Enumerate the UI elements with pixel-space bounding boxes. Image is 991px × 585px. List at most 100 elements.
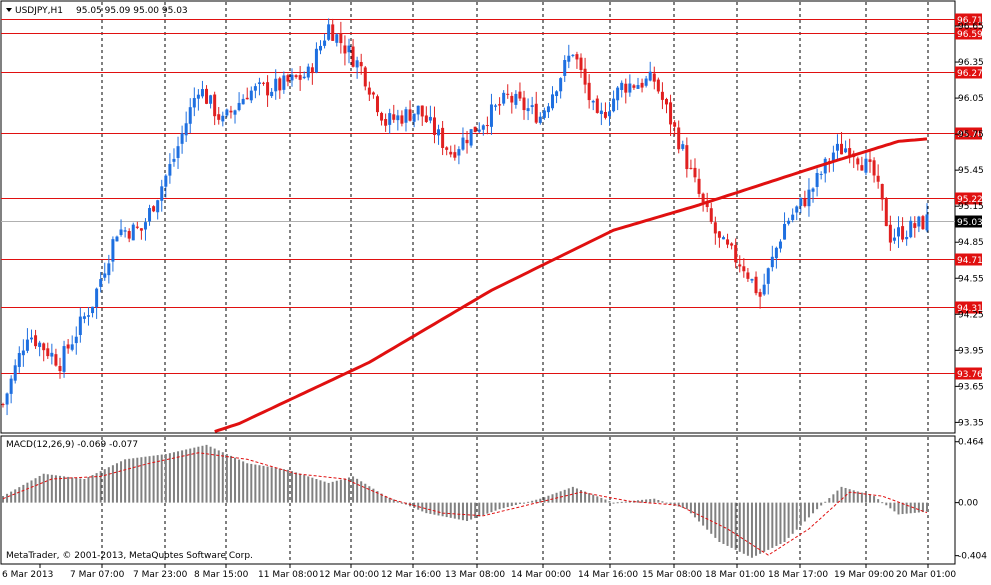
candle-body [176,146,180,158]
candle-body [481,125,485,130]
macd-histogram-bar [38,475,41,503]
candle-body [367,87,371,95]
price-tick-label: 96.35 [958,58,984,68]
macd-histogram-bar [580,490,583,503]
candle-body [270,91,274,97]
macd-histogram-bar [307,476,310,503]
macd-histogram-bar [636,500,639,503]
candle-body [343,45,347,54]
candle-body [453,152,457,158]
candle-body [697,178,701,194]
candle-body [290,74,294,81]
macd-histogram-bar [262,465,265,503]
candle-body [774,247,778,259]
macd-histogram-bar [311,477,314,503]
candle-body [262,82,266,84]
candle-body [298,75,302,80]
macd-histogram-bar [335,480,338,503]
price-tick-label: 95.75 [958,130,984,140]
macd-histogram-bar [551,494,554,503]
candle-body [616,87,620,101]
candle-body [551,94,555,109]
macd-histogram-bar [710,502,713,534]
macd-histogram-bar [327,482,330,503]
candle-body [213,94,217,117]
macd-histogram-bar [779,502,782,544]
macd-histogram-bar [620,501,623,503]
candle-body [99,279,103,287]
macd-histogram-bar [185,449,188,503]
candle-body [913,223,917,228]
macd-histogram-bar [852,490,855,503]
dropdown-triangle-icon[interactable] [6,8,12,12]
candle-body [54,354,58,366]
macd-histogram-bar [364,483,367,503]
candle-body [888,224,892,243]
price-tick-label: 95.45 [958,166,984,176]
candle-body [408,109,412,121]
macd-histogram-bar [433,502,436,515]
macd-histogram-bar [539,498,542,503]
macd-histogram-bar [669,502,672,504]
candle-body [115,236,119,242]
copyright-label: MetaTrader, © 2001-2013, MetaQuotes Soft… [6,551,253,561]
candle-body [278,78,282,91]
candle-body [86,315,90,317]
candle-body [620,82,624,90]
macd-histogram-bar [535,499,538,503]
candle-body [294,75,298,78]
macd-histogram-bar [567,488,570,503]
candle-body [355,60,359,68]
candle-body [192,98,196,108]
macd-histogram-bar [120,461,123,503]
macd-histogram-bar [864,493,867,503]
macd-histogram-bar [87,477,90,503]
time-label: 14 Mar 00:00 [511,570,571,580]
macd-histogram-bar [575,488,578,503]
time-label: 13 Mar 08:00 [445,570,505,580]
macd-histogram-bar [584,491,587,503]
macd-histogram-bar [152,455,155,503]
candle-body [815,173,819,187]
macd-histogram-bar [616,502,619,504]
macd-histogram-bar [921,502,924,513]
candle-body [734,245,738,263]
macd-histogram-bar [685,502,688,510]
candle-body [135,226,139,228]
candle-body [437,129,441,136]
macd-histogram-bar [34,478,37,503]
candle-body [689,167,693,169]
candle-body [795,206,799,213]
level-tag-label: 94.71 [957,256,983,266]
macd-histogram-bar [388,497,391,503]
macd-histogram-bar [160,454,163,503]
candle-body [274,78,278,92]
candle-body [327,24,331,40]
macd-histogram-bar [869,494,872,503]
candle-body [257,82,261,84]
moving-average-line [214,137,928,433]
macd-histogram-bar [718,502,721,542]
macd-histogram-bar [356,478,359,503]
macd-histogram-bar [604,499,607,503]
macd-histogram-bar [791,502,794,534]
macd-histogram-bar [750,502,753,558]
candle-body [856,158,860,165]
candle-body [799,197,803,206]
macd-histogram-bar [498,502,501,510]
candle-body [217,114,221,120]
candle-body [766,268,770,284]
candle-body [599,110,603,115]
candle-body [567,55,571,62]
candle-body [306,66,310,78]
macd-histogram-bar [527,501,530,503]
macd-histogram-bar [400,502,403,504]
macd-histogram-bar [917,502,920,513]
candle-body [864,158,868,173]
macd-histogram-bar [897,502,900,515]
candle-body [632,85,636,88]
candle-body [237,102,241,111]
candle-body [412,113,416,122]
